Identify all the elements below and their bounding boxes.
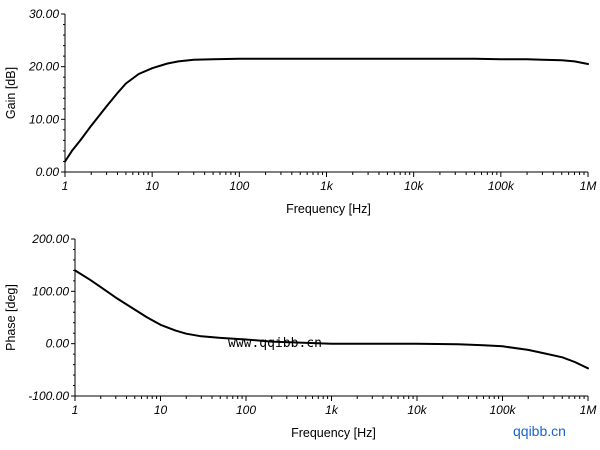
gain-x-tick-label: 10k bbox=[404, 179, 424, 193]
center-watermark: www.qqibb.cn bbox=[228, 336, 322, 351]
gain-series-line bbox=[64, 57, 589, 163]
gain-y-tick-label: 10.00 bbox=[29, 112, 59, 126]
gain-plot: 0.00 10.00 20.00 30.00 1 10 100 1k 10k 100k 1M Freq… bbox=[4, 7, 596, 216]
gain-y-tick-label: 0.00 bbox=[36, 165, 60, 179]
gain-x-tick-label: 1M bbox=[580, 179, 597, 193]
phase-x-tick-label: 10k bbox=[407, 403, 427, 417]
phase-x-tick-label: 1k bbox=[325, 403, 339, 417]
gain-y-axis-title: Gain [dB] bbox=[4, 67, 18, 119]
phase-y-axis-title: Phase [deg] bbox=[4, 284, 18, 351]
phase-plot: -100.00 0.00 100.00 200.00 1 10 100 1k 10k 100k 1M… bbox=[4, 232, 596, 440]
gain-x-tick-label: 100k bbox=[488, 179, 515, 193]
phase-x-tick-label: 1 bbox=[72, 403, 79, 417]
gain-x-tick-label: 1k bbox=[320, 179, 334, 193]
phase-y-tick-label: 100.00 bbox=[32, 284, 69, 298]
corner-watermark: qqibb.cn bbox=[513, 423, 566, 439]
phase-series-line bbox=[74, 269, 589, 370]
phase-x-tick-label: 10 bbox=[154, 403, 168, 417]
phase-x-tick-label: 1M bbox=[580, 403, 597, 417]
gain-x-tick-label: 10 bbox=[145, 179, 159, 193]
phase-x-tick-label: 100k bbox=[489, 403, 516, 417]
phase-y-tick-label: 200.00 bbox=[31, 232, 69, 246]
gain-y-tick-label: 30.00 bbox=[29, 7, 59, 21]
gain-x-axis-title: Frequency [Hz] bbox=[286, 202, 371, 216]
gain-y-tick-label: 20.00 bbox=[28, 60, 59, 74]
phase-x-tick-label: 100 bbox=[236, 403, 256, 417]
phase-y-tick-label: 0.00 bbox=[46, 337, 70, 351]
gain-x-tick-label: 100 bbox=[229, 179, 249, 193]
phase-x-axis-title: Frequency [Hz] bbox=[291, 426, 376, 440]
phase-y-tick-label: -100.00 bbox=[28, 389, 69, 403]
gain-x-tick-label: 1 bbox=[62, 179, 69, 193]
